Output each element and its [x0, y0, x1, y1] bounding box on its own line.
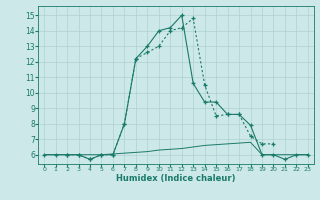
- X-axis label: Humidex (Indice chaleur): Humidex (Indice chaleur): [116, 174, 236, 183]
